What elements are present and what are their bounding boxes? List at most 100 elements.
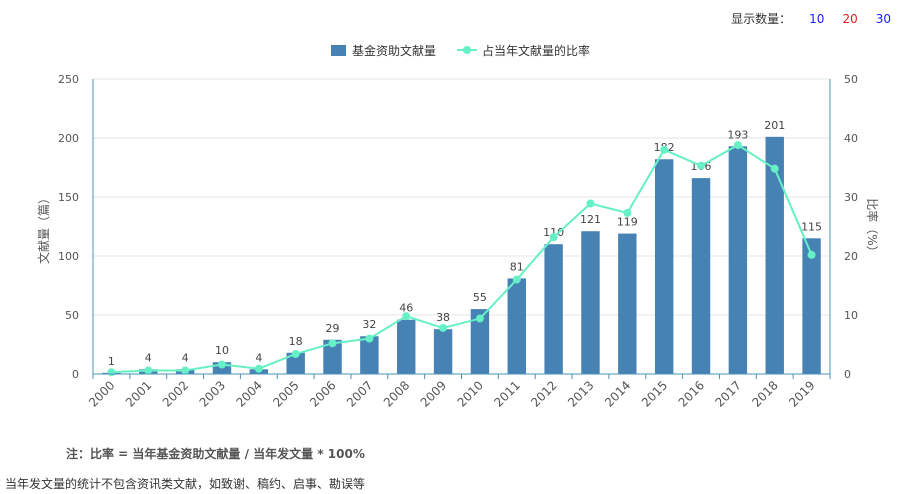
x-tick-label: 2010 xyxy=(455,378,486,409)
x-tick-label: 2012 xyxy=(528,378,559,409)
x-tick-label: 2017 xyxy=(712,378,743,409)
footnote: 当年发文量的统计不包含资讯类文献，如致谢、稿约、启事、勘误等 xyxy=(5,477,366,491)
bar-data-label: 18 xyxy=(289,335,303,348)
line-point xyxy=(107,368,116,377)
legend-line-label[interactable]: 占当年文献量的比率 xyxy=(482,43,590,58)
x-tick-label: 2019 xyxy=(786,378,817,409)
x-tick-label: 2007 xyxy=(344,378,375,409)
display-count-option-30[interactable]: 30 xyxy=(875,11,891,26)
bar-data-label: 1 xyxy=(108,355,115,368)
bar-data-label: 115 xyxy=(801,220,822,233)
y-left-tick-label: 50 xyxy=(65,309,79,322)
bar-data-label: 201 xyxy=(764,119,785,132)
x-tick-label: 2015 xyxy=(639,378,670,409)
ratio-line xyxy=(111,143,813,374)
bar-series: 1441041829324638558111012111918216619320… xyxy=(102,119,822,374)
y-left-tick-label: 150 xyxy=(58,191,79,204)
y-right-tick-label: 20 xyxy=(844,250,858,263)
x-tick-label: 2018 xyxy=(749,378,780,409)
bar-data-label: 38 xyxy=(436,311,450,324)
x-tick-label: 2004 xyxy=(233,378,264,409)
bar-data-label: 81 xyxy=(510,260,524,273)
bar xyxy=(802,238,821,374)
y-axis-left-title: 文献量（篇） xyxy=(36,192,51,264)
x-tick-label: 2005 xyxy=(270,378,301,409)
y-right-tick-label: 50 xyxy=(844,73,858,86)
y-left-tick-label: 200 xyxy=(58,132,79,145)
bar-data-label: 119 xyxy=(617,216,638,229)
bar xyxy=(286,352,305,374)
line-point xyxy=(660,145,669,154)
line-point xyxy=(365,334,374,343)
y-left-tick-label: 100 xyxy=(58,250,79,263)
display-count-option-20[interactable]: 20 xyxy=(842,11,858,26)
bar xyxy=(397,319,416,374)
line-point xyxy=(291,349,300,358)
x-tick-label: 2000 xyxy=(86,378,117,409)
bar-data-label: 55 xyxy=(473,291,487,304)
y-right-tick-label: 30 xyxy=(844,191,858,204)
bar-data-label: 32 xyxy=(362,318,376,331)
display-count-label: 显示数量： xyxy=(731,12,792,26)
bar-data-label: 4 xyxy=(182,351,189,364)
bar xyxy=(581,231,600,374)
bar xyxy=(323,339,342,374)
y-right-tick-label: 10 xyxy=(844,309,858,322)
bar-data-label: 4 xyxy=(145,351,152,364)
line-point xyxy=(549,233,558,242)
line-point xyxy=(144,366,153,375)
x-tick-label: 2008 xyxy=(381,378,412,409)
bar-data-label: 110 xyxy=(543,226,564,239)
bar xyxy=(691,178,711,374)
line-point xyxy=(475,314,484,323)
x-tick-label: 2014 xyxy=(602,378,633,409)
line-point xyxy=(512,275,521,284)
y-right-tick-label: 0 xyxy=(844,368,851,381)
legend-bar-swatch xyxy=(331,45,346,56)
bar xyxy=(765,136,784,374)
line-point xyxy=(402,312,411,321)
line-point xyxy=(328,339,337,348)
line-point xyxy=(254,364,263,373)
line-point xyxy=(586,199,595,208)
x-tick-label: 2009 xyxy=(418,378,449,409)
legend-bar-label[interactable]: 基金资助文献量 xyxy=(352,43,436,58)
line-point xyxy=(697,161,706,170)
line-series xyxy=(107,141,816,377)
display-count-option-10[interactable]: 10 xyxy=(809,11,825,26)
bar xyxy=(433,329,453,374)
line-point xyxy=(807,250,816,259)
ratio-note: 注：比率 = 当年基金资助文献量 / 当年发文量 * 100% xyxy=(66,447,365,461)
bar xyxy=(728,146,748,374)
bar-data-label: 46 xyxy=(399,302,413,315)
y-left-tick-label: 0 xyxy=(72,368,79,381)
line-point xyxy=(623,208,632,217)
bar xyxy=(470,309,490,374)
bar-data-label: 10 xyxy=(215,344,229,357)
x-tick-label: 2001 xyxy=(123,378,154,409)
y-left-tick-label: 250 xyxy=(58,73,79,86)
legend-line-marker xyxy=(463,46,471,54)
y-right-tick-label: 40 xyxy=(844,132,858,145)
bar-data-label: 29 xyxy=(326,322,340,335)
line-point xyxy=(181,366,190,375)
display-count-bar: 显示数量： 10 20 30 xyxy=(731,10,891,27)
x-tick-label: 2011 xyxy=(491,378,522,409)
bar xyxy=(507,278,526,374)
line-point xyxy=(439,323,448,332)
x-tick-label: 2016 xyxy=(676,378,707,409)
bar xyxy=(618,233,637,374)
x-tick-label: 2002 xyxy=(160,378,191,409)
bar xyxy=(360,336,379,374)
funding-chart: 1441041829324638558111012111918216619320… xyxy=(36,43,880,410)
bar-data-label: 121 xyxy=(580,213,601,226)
bar-data-label: 193 xyxy=(727,128,748,141)
line-point xyxy=(733,141,742,150)
x-tick-label: 2013 xyxy=(565,378,596,409)
grid-lines xyxy=(93,78,830,316)
bar-data-label: 4 xyxy=(255,351,262,364)
line-point xyxy=(217,360,226,369)
bar xyxy=(544,244,563,374)
y-axis-right-title: 比率（%） xyxy=(865,198,880,257)
line-point xyxy=(770,164,779,173)
